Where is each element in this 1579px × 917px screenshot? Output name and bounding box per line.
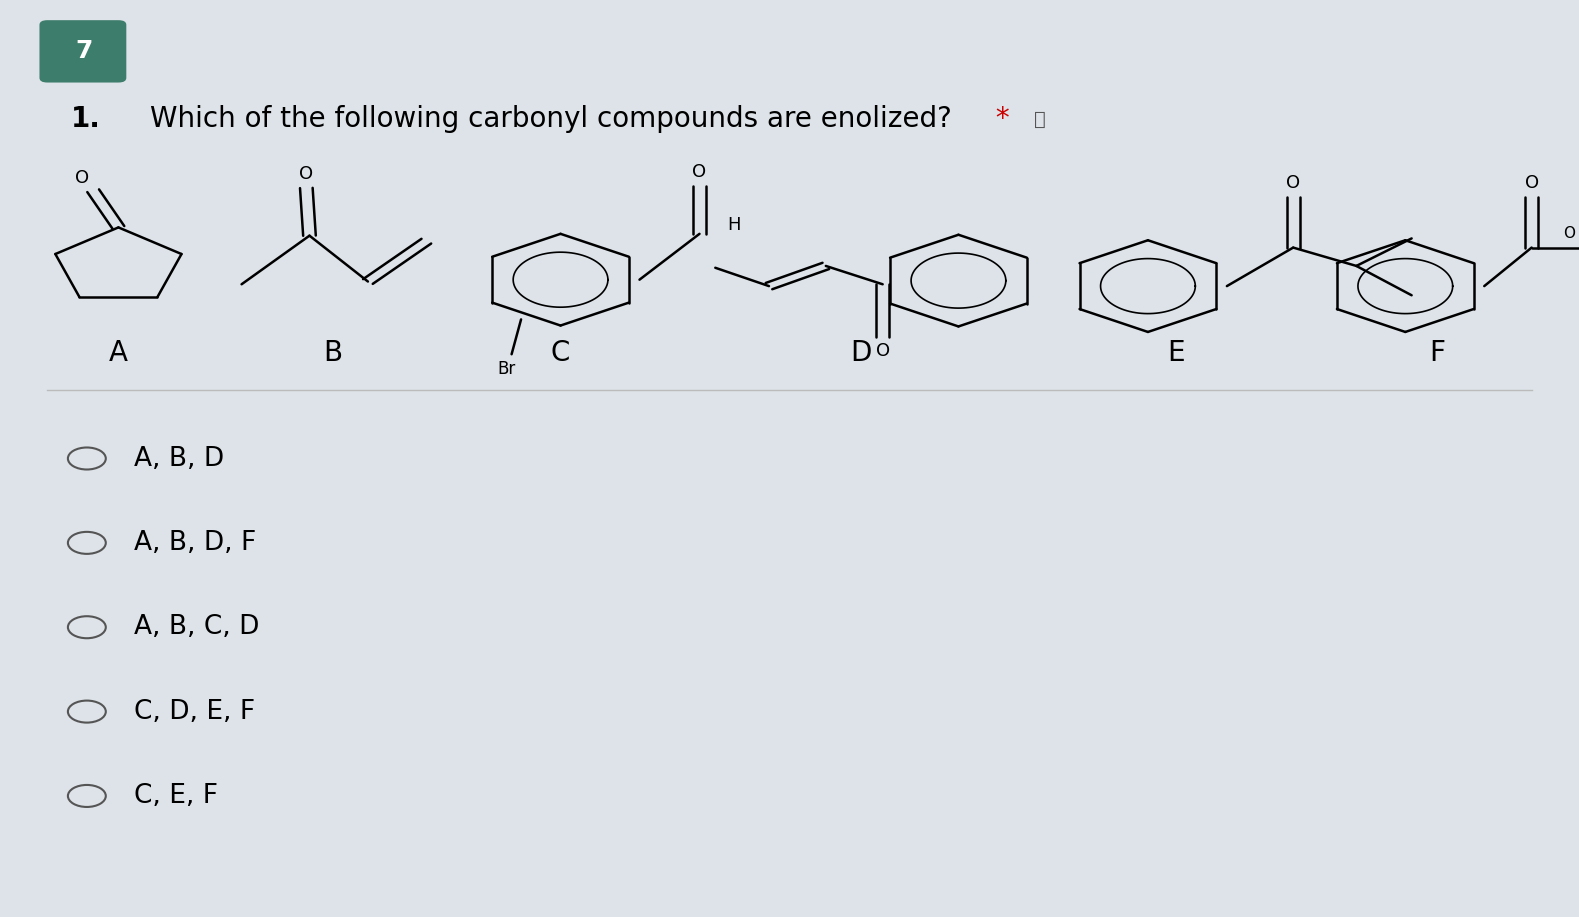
Text: Br: Br xyxy=(497,359,516,378)
Text: 1.: 1. xyxy=(71,105,101,133)
Text: C, D, E, F: C, D, E, F xyxy=(134,699,256,724)
Text: O: O xyxy=(300,165,313,183)
Text: O: O xyxy=(76,169,88,187)
Text: H: H xyxy=(728,215,741,234)
Text: *: * xyxy=(987,105,1009,133)
Text: D: D xyxy=(850,339,872,367)
Text: C: C xyxy=(551,339,570,367)
Text: A, B, D, F: A, B, D, F xyxy=(134,530,256,556)
Text: O: O xyxy=(1563,226,1576,241)
Text: A, B, D: A, B, D xyxy=(134,446,224,471)
Text: O: O xyxy=(876,342,889,360)
Text: F: F xyxy=(1429,339,1445,367)
Text: Which of the following carbonyl compounds are enolized?: Which of the following carbonyl compound… xyxy=(150,105,952,133)
Text: A, B, C, D: A, B, C, D xyxy=(134,614,259,640)
Text: C, E, F: C, E, F xyxy=(134,783,218,809)
Text: E: E xyxy=(1167,339,1186,367)
Text: B: B xyxy=(324,339,343,367)
Text: O: O xyxy=(693,163,706,182)
Text: O: O xyxy=(1525,174,1538,193)
FancyBboxPatch shape xyxy=(39,20,126,83)
Text: 7: 7 xyxy=(74,39,93,63)
Text: 🔊: 🔊 xyxy=(1034,110,1045,128)
Text: O: O xyxy=(1287,174,1300,193)
Text: A: A xyxy=(109,339,128,367)
